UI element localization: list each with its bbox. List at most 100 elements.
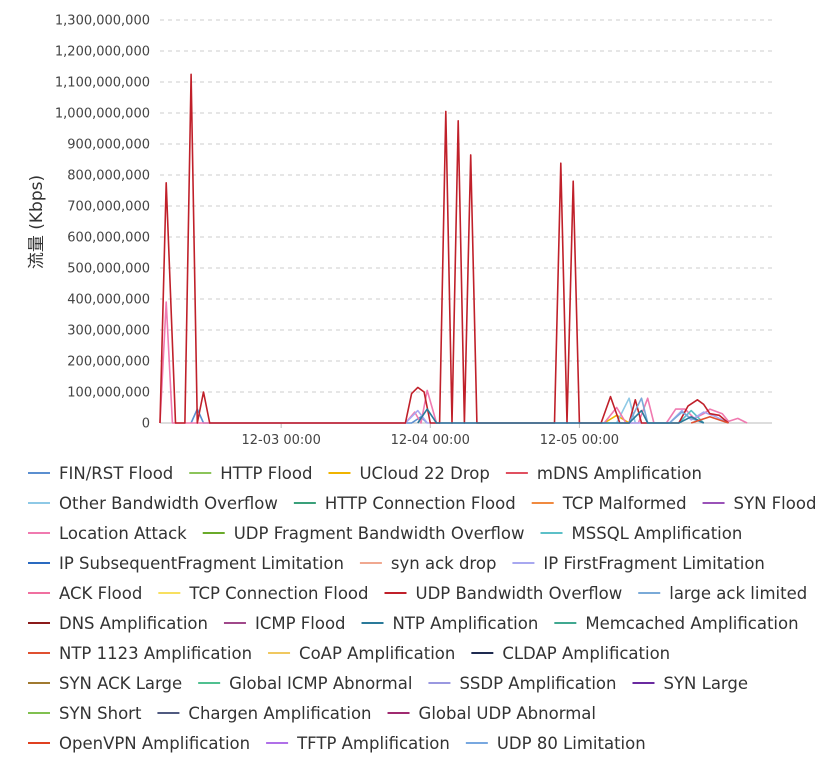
legend-item[interactable]: HTTP Flood xyxy=(189,464,312,483)
series-line-fin-rst-flood xyxy=(190,408,428,424)
legend-label: syn ack drop xyxy=(391,554,497,573)
y-tick-label: 1,100,000,000 xyxy=(55,76,150,91)
x-tick-label: 12-03 00:00 xyxy=(241,433,320,448)
legend-item[interactable]: Other Bandwidth Overflow xyxy=(28,494,278,513)
legend-item[interactable]: FIN/RST Flood xyxy=(28,464,173,483)
legend-label: Global UDP Abnormal xyxy=(419,704,596,723)
series-line-mssql-amplification xyxy=(678,409,705,424)
legend-label: IP FirstFragment Limitation xyxy=(543,554,764,573)
legend-item[interactable]: Memcached Amplification xyxy=(554,614,799,633)
legend-label: UCloud 22 Drop xyxy=(359,464,489,483)
y-tick-label: 200,000,000 xyxy=(67,355,150,370)
legend-item[interactable]: OpenVPN Amplification xyxy=(28,734,250,753)
legend-item[interactable]: DNS Amplification xyxy=(28,614,208,633)
x-axis: 12-03 00:00 12-04 00:00 12-05 00:00 xyxy=(160,422,772,448)
y-tick-label: 900,000,000 xyxy=(67,138,150,153)
legend-item[interactable]: Global UDP Abnormal xyxy=(387,704,596,723)
legend-label: IP SubsequentFragment Limitation xyxy=(59,554,344,573)
y-tick-label: 400,000,000 xyxy=(67,293,150,308)
legend-label: NTP Amplification xyxy=(393,614,539,633)
legend-label: Global ICMP Abnormal xyxy=(229,674,412,693)
legend-label: Chargen Amplification xyxy=(188,704,371,723)
legend-label: DNS Amplification xyxy=(59,614,208,633)
y-tick-label: 500,000,000 xyxy=(67,262,150,277)
y-tick-label: 700,000,000 xyxy=(67,200,150,215)
legend-item[interactable]: TCP Connection Flood xyxy=(158,584,369,603)
series-line-ip-firstfragment-limitation xyxy=(404,409,729,424)
legend-label: Location Attack xyxy=(59,524,187,543)
legend-label: HTTP Flood xyxy=(220,464,312,483)
y-tick-label: 1,200,000,000 xyxy=(55,45,150,60)
legend-item[interactable]: TFTP Amplification xyxy=(266,734,450,753)
legend-label: ICMP Flood xyxy=(255,614,346,633)
legend-item[interactable]: UCloud 22 Drop xyxy=(328,464,490,483)
legend-item[interactable]: SSDP Amplification xyxy=(428,674,616,693)
y-axis-label: 流量 (Kbps) xyxy=(27,175,47,269)
legend-label: TFTP Amplification xyxy=(296,734,450,753)
series-line-ntp-amplification xyxy=(417,408,705,424)
legend-item[interactable]: UDP Bandwidth Overflow xyxy=(384,584,623,603)
legend-label: OpenVPN Amplification xyxy=(59,734,250,753)
legend: FIN/RST Flood HTTP Flood UCloud 22 Drop mDN… xyxy=(28,464,816,753)
legend-item[interactable]: large ack limited xyxy=(638,584,807,603)
legend-label: Memcached Amplification xyxy=(585,614,798,633)
legend-label: SYN ACK Large xyxy=(59,674,182,693)
legend-label: large ack limited xyxy=(669,584,807,603)
legend-item[interactable]: HTTP Connection Flood xyxy=(293,494,516,513)
legend-item[interactable]: SYN Flood xyxy=(702,494,817,513)
y-tick-label: 0 xyxy=(142,417,150,432)
legend-item[interactable]: IP FirstFragment Limitation xyxy=(512,554,765,573)
series-line-ntp-1123-amplification xyxy=(690,415,729,424)
legend-item[interactable]: Chargen Amplification xyxy=(157,704,372,723)
legend-label: ACK Flood xyxy=(59,584,142,603)
legend-label: UDP Bandwidth Overflow xyxy=(416,584,623,603)
legend-label: CLDAP Amplification xyxy=(502,644,670,663)
x-tick-label: 12-05 00:00 xyxy=(540,433,619,448)
legend-item[interactable]: NTP 1123 Amplification xyxy=(28,644,252,663)
legend-label: HTTP Connection Flood xyxy=(325,494,516,513)
legend-label: UDP Fragment Bandwidth Overflow xyxy=(234,524,525,543)
legend-label: SYN Flood xyxy=(734,494,817,513)
legend-item[interactable]: SYN Large xyxy=(632,674,748,693)
legend-item[interactable]: syn ack drop xyxy=(359,554,497,573)
legend-item[interactable]: SYN ACK Large xyxy=(28,674,182,693)
legend-label: MSSQL Amplification xyxy=(572,524,743,543)
legend-item[interactable]: ACK Flood xyxy=(28,584,142,603)
legend-label: mDNS Amplification xyxy=(537,464,702,483)
legend-label: CoAP Amplification xyxy=(299,644,455,663)
series-line-location-attack xyxy=(159,301,748,424)
y-tick-label: 800,000,000 xyxy=(67,169,150,184)
y-tick-label: 1,000,000,000 xyxy=(55,107,150,122)
legend-label: SSDP Amplification xyxy=(459,674,616,693)
legend-item[interactable]: MSSQL Amplification xyxy=(540,524,743,543)
y-tick-label: 600,000,000 xyxy=(67,231,150,246)
legend-label: SYN Large xyxy=(663,674,748,693)
legend-item[interactable]: IP SubsequentFragment Limitation xyxy=(28,554,344,573)
legend-item[interactable]: CoAP Amplification xyxy=(268,644,455,663)
legend-label: FIN/RST Flood xyxy=(59,464,173,483)
legend-label: TCP Malformed xyxy=(562,494,687,513)
legend-item[interactable]: UDP Fragment Bandwidth Overflow xyxy=(202,524,525,543)
legend-label: TCP Connection Flood xyxy=(188,584,368,603)
legend-item[interactable]: NTP Amplification xyxy=(361,614,539,633)
y-tick-label: 100,000,000 xyxy=(67,386,150,401)
y-tick-label: 1,300,000,000 xyxy=(55,14,150,29)
legend-item[interactable]: CLDAP Amplification xyxy=(471,644,670,663)
legend-item[interactable]: SYN Short xyxy=(28,704,142,723)
legend-label: SYN Short xyxy=(59,704,142,723)
x-tick-label: 12-04 00:00 xyxy=(391,433,470,448)
legend-item[interactable]: ICMP Flood xyxy=(223,614,346,633)
legend-item[interactable]: Location Attack xyxy=(28,524,187,543)
legend-label: NTP 1123 Amplification xyxy=(59,644,252,663)
legend-item[interactable]: mDNS Amplification xyxy=(505,464,702,483)
y-tick-label: 300,000,000 xyxy=(67,324,150,339)
legend-item[interactable]: TCP Malformed xyxy=(531,494,687,513)
series-line-udp-bandwidth-overflow xyxy=(159,73,730,424)
legend-item[interactable]: Global ICMP Abnormal xyxy=(198,674,412,693)
series-layer xyxy=(159,73,748,424)
legend-label: UDP 80 Limitation xyxy=(497,734,646,753)
legend-label: Other Bandwidth Overflow xyxy=(59,494,278,513)
legend-item[interactable]: UDP 80 Limitation xyxy=(465,734,646,753)
